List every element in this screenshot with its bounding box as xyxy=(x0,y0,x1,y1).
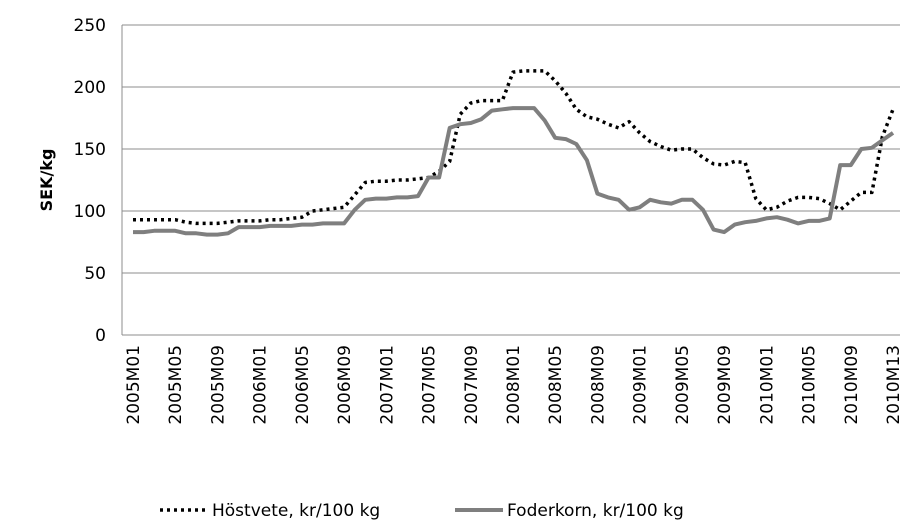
x-tick-label: 2010M05 xyxy=(800,345,820,425)
x-tick-label: 2006M05 xyxy=(293,345,313,425)
x-tick-label: 2009M05 xyxy=(673,345,693,425)
legend-label: Höstvete, kr/100 kg xyxy=(212,501,380,521)
y-tick-label: 250 xyxy=(74,16,106,36)
y-tick-label: 150 xyxy=(74,140,106,160)
x-tick-label: 2010M01 xyxy=(757,345,777,425)
x-tick-label: 2005M09 xyxy=(208,345,228,425)
x-tick-label: 2007M01 xyxy=(377,345,397,425)
x-tick-label: 2008M09 xyxy=(588,345,608,425)
x-tick-label: 2010M09 xyxy=(842,345,862,425)
x-tick-label: 2008M01 xyxy=(504,345,524,425)
y-tick-label: 50 xyxy=(84,264,106,284)
y-tick-label: 0 xyxy=(95,326,106,346)
x-tick-label: 2005M05 xyxy=(166,345,186,425)
y-tick-label: 100 xyxy=(74,202,106,222)
x-tick-label: 2006M01 xyxy=(251,345,271,425)
y-axis-label: SEK/kg xyxy=(37,149,56,212)
x-tick-label: 2005M01 xyxy=(124,345,144,425)
x-tick-label: 2008M05 xyxy=(546,345,566,425)
y-tick-label: 200 xyxy=(74,78,106,98)
x-tick-label: 2010M13 xyxy=(884,345,904,425)
x-tick-label: 2009M01 xyxy=(631,345,651,425)
legend-label: Foderkorn, kr/100 kg xyxy=(507,501,684,521)
line-series xyxy=(133,69,895,226)
x-tick-label: 2009M09 xyxy=(715,345,735,425)
x-tick-label: 2006M09 xyxy=(335,345,355,425)
line-series xyxy=(133,106,895,237)
x-tick-label: 2007M09 xyxy=(462,345,482,425)
x-tick-label: 2007M05 xyxy=(420,345,440,425)
